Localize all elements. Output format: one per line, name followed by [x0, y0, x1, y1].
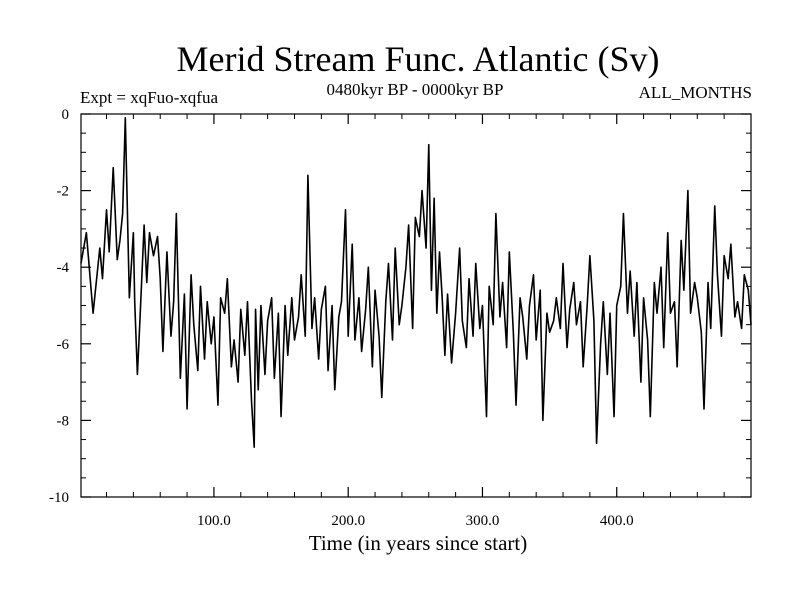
x-tick-label: 300.0 [466, 513, 500, 529]
chart-title: Merid Stream Func. Atlantic (Sv) [177, 39, 660, 79]
experiment-label: Expt = xqFuo-xqfua [80, 88, 218, 107]
y-tick-label: 0 [62, 107, 70, 123]
plot-frame [80, 113, 752, 498]
x-tick-label: 100.0 [197, 513, 231, 529]
months-label: ALL_MONTHS [639, 83, 752, 102]
period-label: 0480kyr BP - 0000kyr BP [327, 80, 504, 99]
x-tick-label: 200.0 [331, 513, 365, 529]
y-tick-label: -2 [57, 184, 70, 200]
y-tick-label: -10 [49, 490, 69, 506]
y-tick-label: -8 [57, 413, 70, 429]
y-tick-labels: 0 -2 -4 -6 -8 -10 [49, 107, 69, 506]
series-line [80, 117, 752, 449]
y-tick-label: -4 [57, 260, 70, 276]
ticks [81, 113, 751, 498]
x-axis-label: Time (in years since start) [309, 531, 528, 555]
x-tick-label: 400.0 [600, 513, 634, 529]
y-tick-label: -6 [57, 337, 70, 353]
x-tick-labels: 100.0 200.0 300.0 400.0 [197, 513, 634, 529]
